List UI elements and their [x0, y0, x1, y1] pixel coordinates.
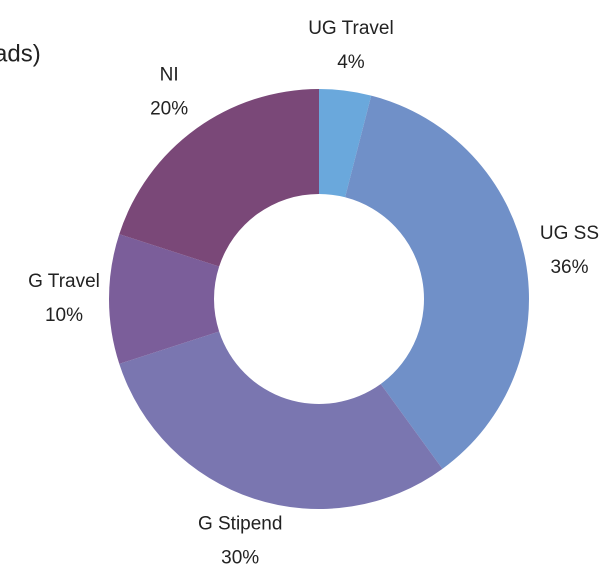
donut-slice: [319, 89, 372, 198]
slice-label: UG Travel: [308, 18, 394, 39]
slice-value-label: 30%: [221, 548, 259, 569]
slice-value-label: 4%: [337, 52, 365, 73]
slice-value-label: 10%: [45, 305, 83, 326]
donut-slice: [119, 331, 443, 510]
slice-label: UG SS: [540, 223, 599, 244]
donut-slice: [345, 95, 529, 469]
slice-value-label: 36%: [550, 257, 588, 278]
slice-value-label: 20%: [150, 99, 188, 120]
donut-slice: [119, 89, 319, 267]
slice-label: G Stipend: [198, 514, 283, 535]
donut-slice: [109, 234, 220, 364]
slice-label: NI: [160, 65, 179, 86]
slice-label: G Travel: [28, 271, 100, 292]
chart-title: ads): [0, 40, 41, 67]
